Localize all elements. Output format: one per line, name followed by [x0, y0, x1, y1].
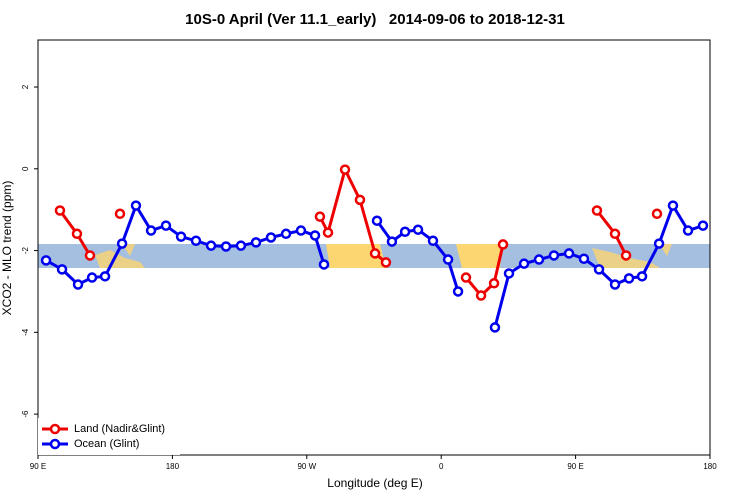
- point: [697, 220, 709, 231]
- point: [265, 232, 277, 243]
- legend-box: [38, 418, 180, 455]
- point: [71, 228, 83, 240]
- point: [609, 279, 621, 290]
- point: [593, 264, 605, 275]
- chart-title: 10S-0 April (Ver 11.1_early) 2014-09-06 …: [185, 11, 565, 28]
- point: [488, 278, 500, 289]
- point: [620, 250, 632, 261]
- x-axis-label: Longitude (deg E): [327, 476, 422, 490]
- point: [309, 230, 321, 241]
- point: [145, 225, 157, 236]
- x-tick-label: 180: [703, 462, 717, 471]
- point: [314, 211, 326, 222]
- x-tick-label: 0: [439, 462, 444, 471]
- point: [280, 228, 292, 240]
- y-tick-label: 0: [21, 166, 30, 171]
- legend-label: Land (Nadir&Glint): [74, 423, 165, 435]
- point: [235, 240, 247, 251]
- point: [114, 208, 126, 220]
- point: [322, 227, 334, 238]
- legend-label: Ocean (Glint): [74, 438, 139, 450]
- point: [636, 271, 648, 282]
- map-strip: [38, 244, 710, 268]
- x-tick-label: 90 W: [297, 462, 316, 471]
- point: [591, 205, 603, 216]
- legend-marker: [49, 423, 61, 435]
- point: [130, 200, 142, 211]
- point: [609, 228, 621, 240]
- point: [40, 255, 52, 266]
- point: [99, 271, 111, 282]
- point: [651, 208, 663, 220]
- point: [295, 225, 307, 236]
- point: [86, 272, 98, 283]
- point: [369, 248, 381, 259]
- y-tick-label: 2: [21, 84, 30, 89]
- point: [72, 279, 84, 290]
- x-tick-label: 90 E: [567, 462, 583, 471]
- point: [54, 205, 66, 216]
- point: [380, 257, 392, 268]
- point: [116, 238, 128, 249]
- point: [442, 254, 454, 265]
- point: [386, 236, 398, 247]
- point: [489, 322, 501, 333]
- point: [452, 286, 464, 297]
- point: [399, 226, 411, 238]
- point: [371, 215, 383, 226]
- point: [339, 164, 351, 175]
- point: [412, 224, 424, 235]
- y-tick-label: -2: [21, 246, 30, 254]
- point: [250, 237, 262, 248]
- point: [563, 248, 575, 259]
- y-axis-label: XCO2 - MLO trend (ppm): [0, 181, 14, 316]
- point: [518, 258, 530, 269]
- point: [354, 194, 366, 206]
- plot-frame: [37, 39, 711, 456]
- point: [578, 253, 590, 264]
- point: [503, 268, 515, 279]
- point: [548, 250, 560, 261]
- point: [653, 238, 665, 249]
- x-tick-label: 90 E: [30, 462, 46, 471]
- x-tick-label: 180: [166, 462, 180, 471]
- point: [533, 254, 545, 265]
- point: [205, 240, 217, 251]
- point: [497, 239, 509, 250]
- point: [220, 241, 232, 252]
- point: [318, 259, 330, 270]
- point: [160, 220, 172, 231]
- legend-marker: [49, 438, 61, 450]
- point: [175, 231, 187, 242]
- point: [460, 272, 472, 283]
- y-tick-label: -6: [21, 410, 30, 418]
- y-tick-label: -4: [21, 328, 30, 336]
- point: [667, 200, 679, 211]
- point: [682, 225, 694, 236]
- point: [56, 264, 68, 275]
- point: [427, 235, 439, 247]
- point: [475, 290, 487, 301]
- point: [84, 250, 96, 261]
- point: [623, 273, 635, 284]
- point: [190, 235, 202, 247]
